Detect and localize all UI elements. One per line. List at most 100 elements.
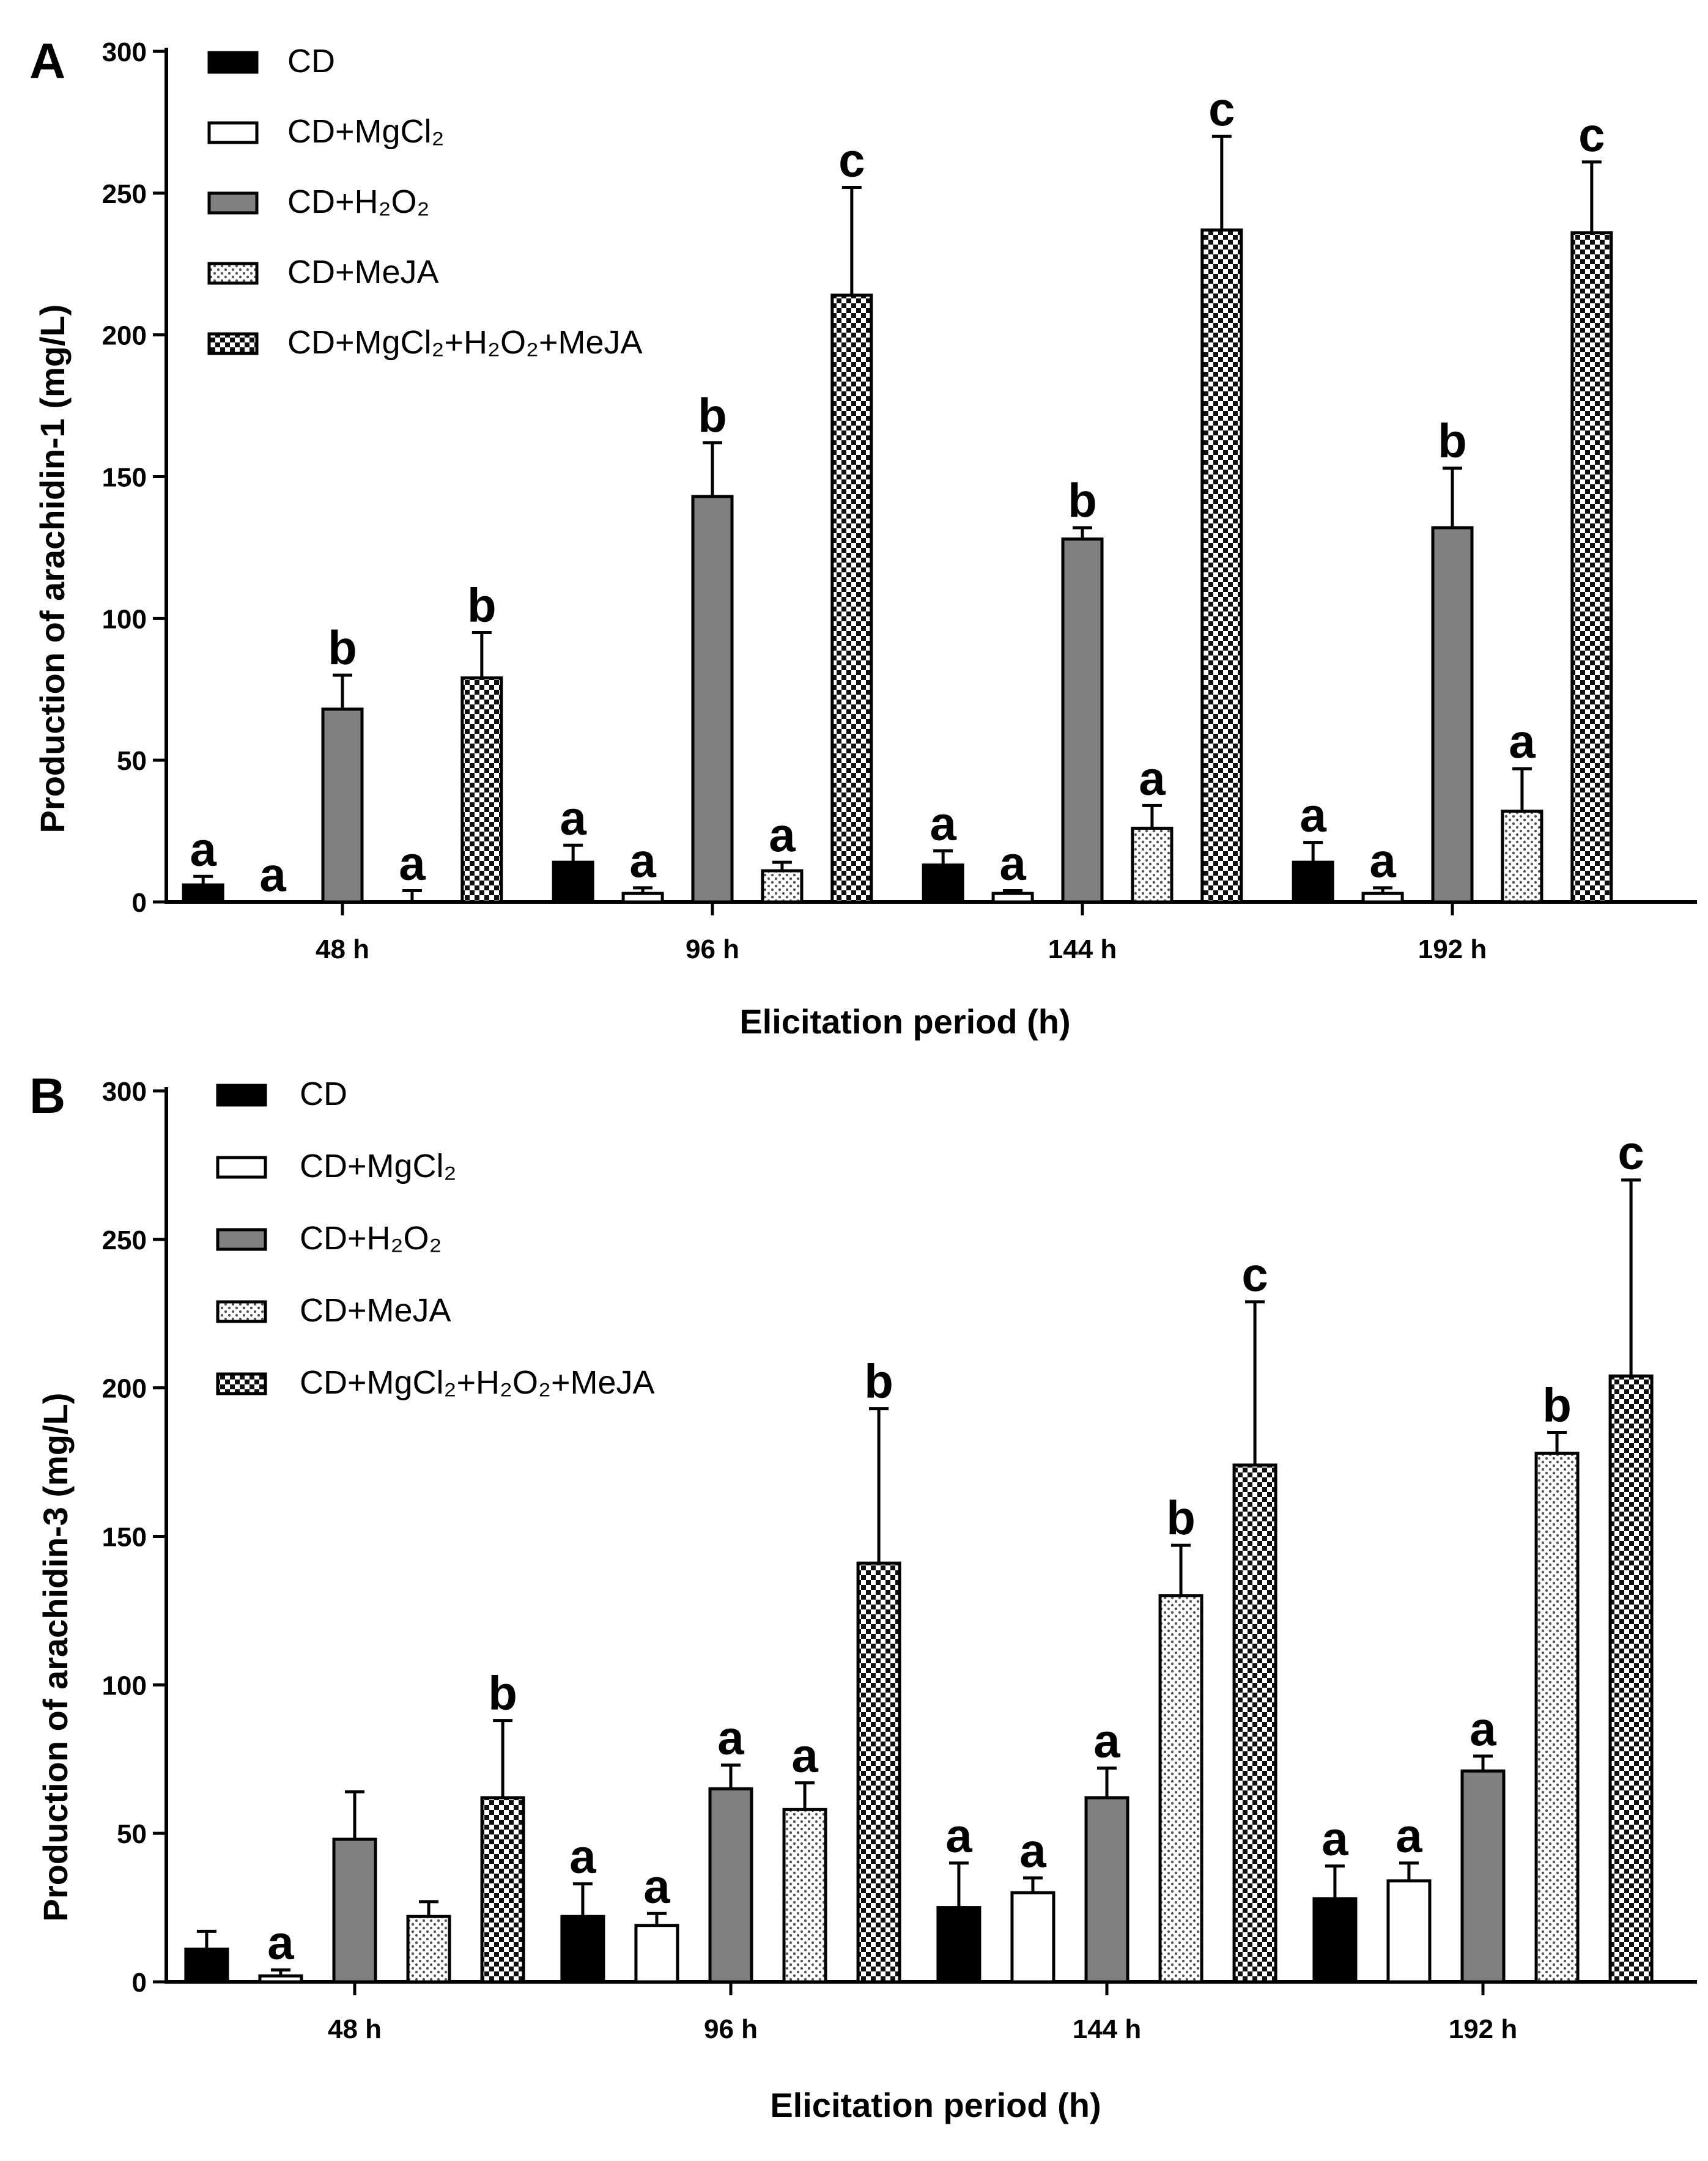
significance-letter: a (1139, 751, 1166, 805)
legend-swatch-checker (216, 1372, 267, 1395)
significance-letter: c (1578, 108, 1605, 161)
bar-dots (1501, 810, 1543, 904)
y-tick-label: 100 (102, 604, 147, 634)
panel-a-label: A (29, 34, 65, 89)
legend-label: CD+MeJA (287, 254, 439, 290)
legend-swatch-dots (207, 262, 259, 285)
bar-black (922, 863, 964, 904)
significance-letter: a (769, 808, 796, 862)
significance-letter: a (629, 833, 656, 887)
significance-letter: a (945, 1809, 972, 1863)
bar-checker (1200, 228, 1243, 904)
bar-white (991, 892, 1034, 904)
bar-white (634, 1924, 679, 1984)
bar-white (1010, 1891, 1055, 1984)
y-tick-label: 150 (102, 1523, 147, 1553)
panel-b-legend: CD CD+MgCl₂ CD+H₂O₂ CD+MeJA CD+MgCl₂+H₂O₂+Me… (216, 1076, 655, 1401)
significance-letter: a (190, 822, 216, 876)
significance-letter: a (999, 836, 1026, 890)
significance-letter: a (1396, 1809, 1422, 1863)
x-tick-label: 192 h (1418, 934, 1487, 964)
significance-letter: a (643, 1859, 670, 1913)
significance-letter: a (259, 848, 286, 901)
bar-black (182, 883, 224, 904)
significance-letter: b (1438, 414, 1467, 468)
significance-letter: a (1470, 1702, 1496, 1756)
x-tick-label: 96 h (686, 934, 739, 964)
bar-checker (460, 676, 503, 904)
bar-gray (321, 707, 364, 904)
significance-letter: a (930, 797, 956, 851)
bar-gray (691, 495, 734, 904)
bar-white (1361, 892, 1404, 904)
bar-black (1292, 860, 1334, 904)
bar-gray (708, 1787, 753, 1984)
significance-letter: b (1166, 1491, 1196, 1545)
legend-swatch-dots (216, 1300, 267, 1323)
significance-letter: b (1542, 1378, 1572, 1432)
bar-black (184, 1948, 229, 1984)
bar-black (1312, 1897, 1358, 1984)
legend-label: CD+MeJA (300, 1292, 451, 1329)
legend-label: CD+MgCl₂+H₂O₂+MeJA (300, 1364, 655, 1401)
bar-dots (761, 869, 804, 904)
panel-a-legend: CD CD+MgCl₂ CD+H₂O₂ CD+MeJA CD+MgCl₂+H₂O₂+Me… (207, 43, 643, 361)
bar-dots (1131, 826, 1174, 904)
y-tick-label: 200 (102, 1374, 147, 1404)
significance-letter: c (1208, 82, 1235, 136)
bar-dots (782, 1808, 827, 1984)
panel-b-label: B (29, 1068, 65, 1124)
bar-dots (1158, 1594, 1203, 1984)
significance-letter: b (864, 1354, 893, 1408)
x-tick-label: 48 h (316, 934, 369, 964)
bar-checker (480, 1796, 525, 1984)
y-tick-label: 300 (102, 37, 147, 67)
bar-black (936, 1906, 982, 1984)
y-tick-label: 0 (132, 1968, 147, 1998)
bar-dots (406, 1915, 451, 1984)
y-tick-label: 50 (117, 1819, 147, 1849)
significance-letter: b (698, 388, 727, 442)
bar-checker (1570, 231, 1613, 904)
y-tick-label: 250 (102, 179, 147, 209)
significance-letter: a (717, 1710, 744, 1764)
y-tick-label: 200 (102, 321, 147, 351)
bar-checker (830, 294, 873, 904)
y-tick-label: 50 (117, 746, 147, 776)
bar-dots (1534, 1452, 1580, 1984)
x-tick-label: 144 h (1048, 934, 1117, 964)
legend-swatch-black (216, 1084, 267, 1107)
x-tick-label: 48 h (328, 2014, 382, 2044)
significance-letter: a (1299, 788, 1326, 842)
legend-label: CD+MgCl₂+H₂O₂+MeJA (287, 324, 643, 361)
bar-gray (1460, 1769, 1506, 1984)
significance-letter: a (791, 1729, 818, 1782)
legend-label: CD+MgCl₂ (300, 1148, 457, 1184)
significance-letter: a (569, 1830, 596, 1883)
significance-letter: a (1509, 714, 1536, 768)
significance-letter: a (399, 836, 426, 890)
bar-black (560, 1915, 605, 1984)
significance-letter: a (1322, 1812, 1348, 1866)
bar-white (621, 892, 664, 904)
y-tick-label: 250 (102, 1225, 147, 1255)
legend-label: CD+H₂O₂ (300, 1220, 442, 1257)
legend-swatch-black (207, 51, 259, 74)
legend-label: CD+H₂O₂ (287, 183, 429, 220)
x-tick-label: 96 h (704, 2014, 758, 2044)
significance-letter: a (1019, 1823, 1046, 1877)
bar-checker (856, 1561, 901, 1984)
panel-b-y-axis-title: Production of arachidin-3 (mg/L) (36, 1393, 75, 1922)
significance-letter: c (838, 133, 865, 187)
legend-swatch-checker (207, 332, 259, 355)
y-tick-label: 0 (132, 888, 147, 918)
legend-swatch-gray (207, 191, 259, 215)
significance-letter: a (1369, 833, 1396, 887)
bar-white (1386, 1879, 1432, 1984)
panel-b-x-axis-title: Elicitation period (h) (770, 2086, 1101, 2124)
significance-letter: b (467, 578, 497, 632)
significance-letter: b (488, 1666, 517, 1720)
significance-letter: a (1093, 1713, 1120, 1767)
